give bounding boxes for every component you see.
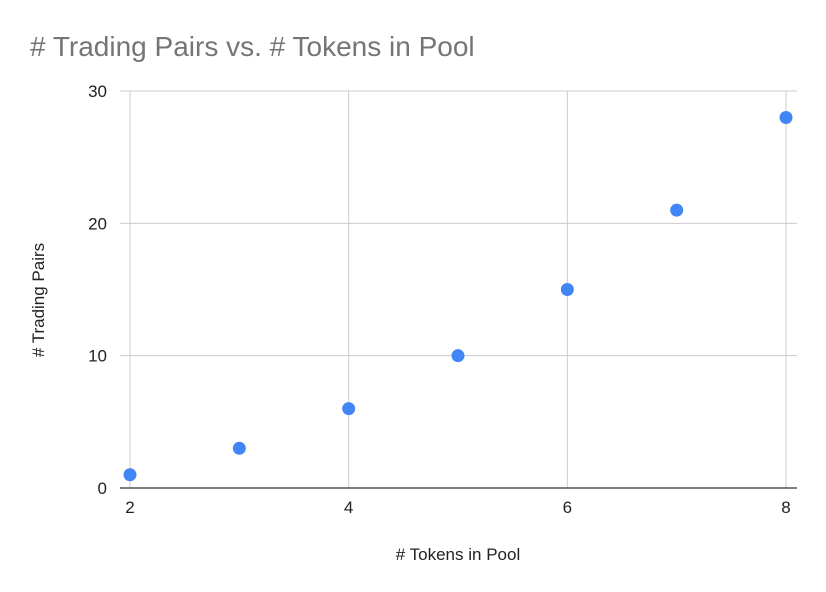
data-points <box>123 110 793 482</box>
chart-title: # Trading Pairs vs. # Tokens in Pool <box>30 31 475 62</box>
data-point <box>560 283 574 296</box>
y-tick-label: 10 <box>88 347 107 366</box>
data-point <box>451 349 465 363</box>
x-axis-title: # Tokens in Pool <box>396 545 520 564</box>
tick-labels: 0 10 20 30 2 4 6 8 <box>88 82 791 517</box>
x-tick-label: 6 <box>563 498 572 517</box>
y-axis-title: # Trading Pairs <box>29 243 48 357</box>
data-point <box>342 402 356 416</box>
data-point <box>232 441 246 455</box>
data-point <box>670 203 684 217</box>
x-tick-label: 8 <box>781 498 790 517</box>
data-point <box>779 110 793 124</box>
x-tick-label: 4 <box>344 498 353 517</box>
y-tick-label: 30 <box>88 82 107 101</box>
y-tick-label: 20 <box>88 214 107 233</box>
gridlines <box>120 90 797 488</box>
data-point <box>123 468 137 482</box>
y-tick-label: 0 <box>98 479 107 498</box>
x-tick-label: 2 <box>125 498 134 517</box>
